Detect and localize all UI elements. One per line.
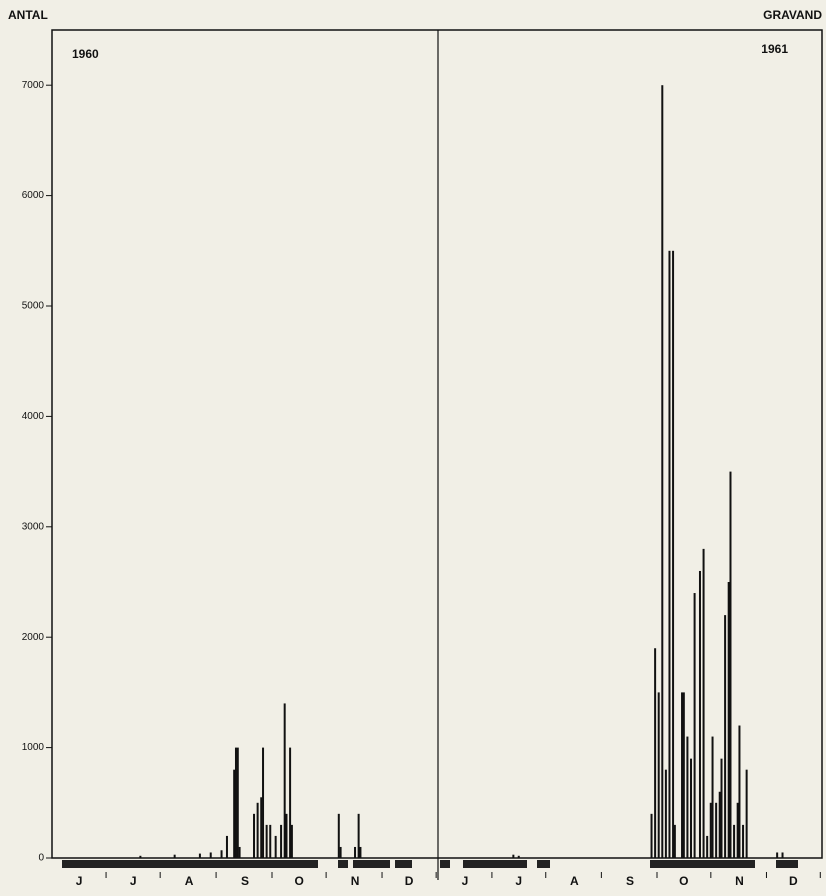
bar (517, 855, 520, 858)
bar (265, 824, 268, 858)
x-tick-label: N (735, 874, 744, 888)
bar (236, 747, 239, 858)
bar (702, 548, 705, 858)
x-tick-label: A (570, 874, 579, 888)
x-tick-label: O (294, 874, 303, 888)
bar (742, 824, 745, 858)
x-tick-label: N (351, 874, 360, 888)
bar (776, 852, 779, 858)
x-tick-label: S (626, 874, 634, 888)
y-tick-label: 0 (38, 853, 44, 864)
panel-year: 1961 (761, 42, 788, 56)
bar (238, 846, 241, 858)
bar (253, 813, 256, 858)
y-tick-label: 1000 (22, 742, 45, 753)
bar (262, 747, 265, 858)
bar (661, 85, 664, 858)
bar (198, 853, 201, 858)
x-tick-label: J (515, 874, 522, 888)
bar (269, 824, 272, 858)
bar (280, 824, 283, 858)
bar (220, 850, 223, 858)
bar (357, 813, 360, 858)
x-tick-label: O (679, 874, 688, 888)
bar (274, 835, 277, 858)
y-tick-label: 3000 (22, 521, 45, 532)
bar (285, 813, 288, 858)
bar (738, 725, 741, 858)
x-tick-label: D (789, 874, 798, 888)
bar (718, 791, 721, 858)
x-tick-label: S (241, 874, 249, 888)
bar (693, 593, 696, 858)
y-tick-label: 6000 (22, 190, 45, 201)
y-axis-label: ANTAL (8, 8, 48, 22)
bar (709, 802, 712, 858)
x-tick-label: J (76, 874, 83, 888)
bar (682, 692, 685, 858)
bar (664, 769, 667, 858)
chart-title: GRAVAND (763, 8, 822, 22)
bar (698, 570, 701, 858)
bar (781, 852, 784, 858)
x-tick-label: A (185, 874, 194, 888)
bar (690, 758, 693, 858)
bar (359, 846, 362, 858)
bar (657, 692, 660, 858)
bar (650, 813, 653, 858)
x-tick-label: J (462, 874, 469, 888)
y-tick-label: 7000 (22, 80, 45, 91)
x-tick-label: D (405, 874, 414, 888)
y-tick-label: 2000 (22, 632, 45, 643)
bar (673, 824, 676, 858)
bar (173, 854, 176, 858)
bar (706, 835, 709, 858)
bar (260, 797, 263, 858)
bar (729, 471, 732, 858)
bar (736, 802, 739, 858)
bar (337, 813, 340, 858)
bar (256, 802, 259, 858)
y-tick-label: 4000 (22, 411, 45, 422)
bar (209, 852, 212, 858)
bar (720, 758, 723, 858)
bar (733, 824, 736, 858)
bar (745, 769, 748, 858)
x-tick-label: J (130, 874, 137, 888)
bar (686, 736, 689, 858)
bar (354, 846, 357, 858)
bar (711, 736, 714, 858)
coverage-band (62, 860, 798, 868)
panel-year: 1960 (72, 47, 99, 61)
bar (233, 769, 236, 858)
bar (339, 846, 342, 858)
bar (234, 747, 237, 858)
bar (727, 582, 730, 858)
bar (654, 648, 657, 858)
plot-frame (51, 29, 823, 859)
bar (724, 615, 727, 858)
bar (715, 802, 718, 858)
bar (225, 835, 228, 858)
bar (681, 692, 684, 858)
y-tick-label: 5000 (22, 301, 45, 312)
bar (668, 250, 671, 859)
bar (283, 703, 286, 858)
bar (672, 250, 675, 859)
bar (139, 855, 142, 858)
bar (290, 824, 293, 858)
bar (512, 854, 515, 858)
bar (289, 747, 292, 858)
